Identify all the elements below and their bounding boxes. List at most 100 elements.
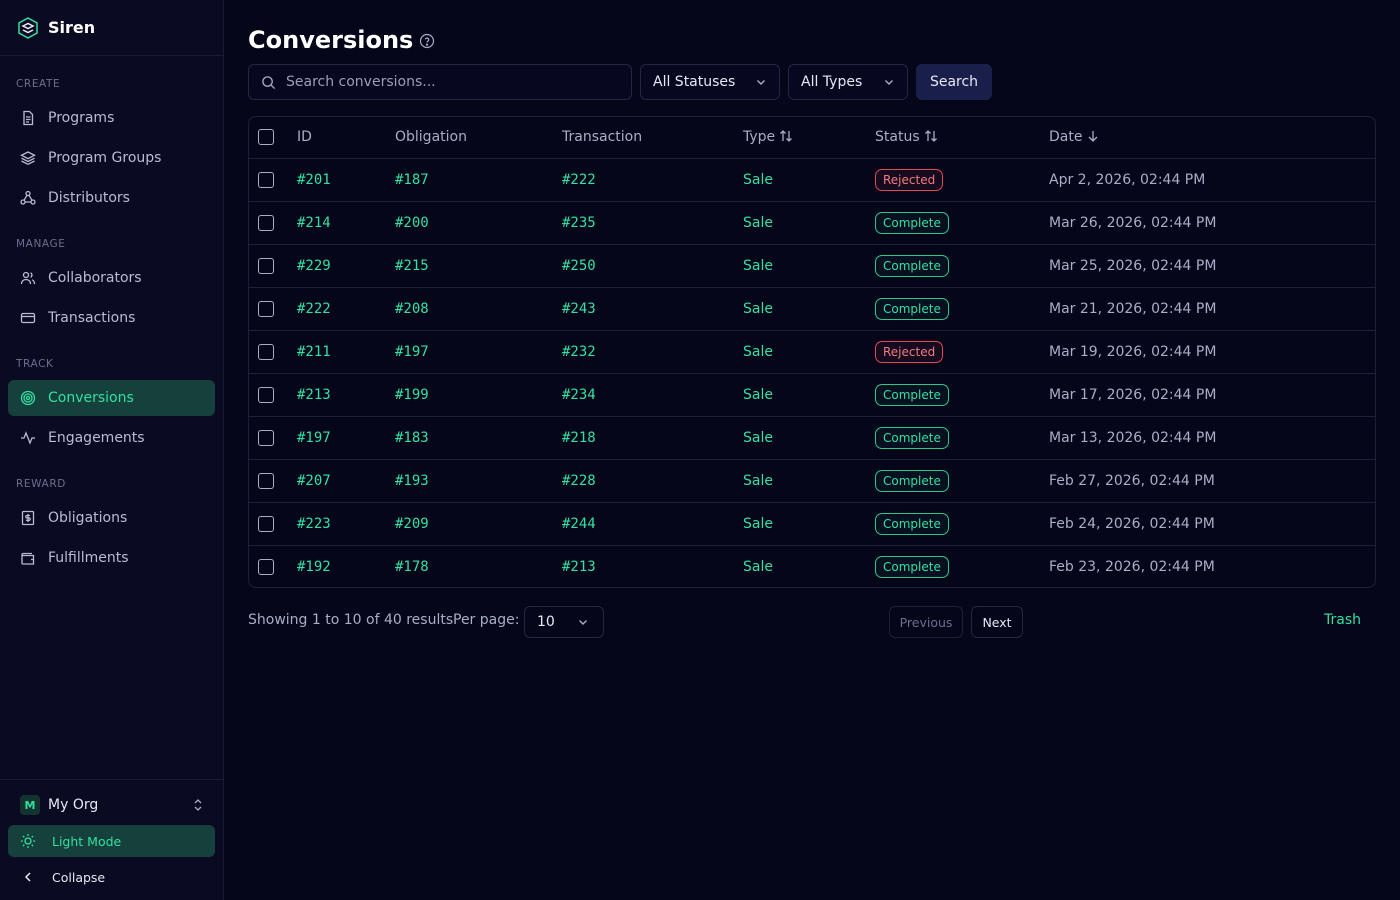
status-badge: Complete bbox=[875, 211, 949, 234]
table-header-row: ID Obligation Transaction Type Status Da… bbox=[249, 117, 1375, 158]
table-row[interactable]: #207 #193 #228 Sale Complete Feb 27, 2026, 02… bbox=[249, 459, 1375, 502]
cell-id[interactable]: #211 bbox=[297, 343, 331, 360]
sidebar-footer: M My Org Light Mode Collapse bbox=[0, 779, 223, 885]
cell-transaction[interactable]: #243 bbox=[562, 300, 596, 317]
cell-transaction[interactable]: #218 bbox=[562, 429, 596, 446]
table-row[interactable]: #223 #209 #244 Sale Complete Feb 24, 2026, 02… bbox=[249, 502, 1375, 545]
cell-transaction[interactable]: #228 bbox=[562, 472, 596, 489]
column-header-status[interactable]: Status bbox=[875, 117, 1049, 158]
sidebar-item-programs[interactable]: Programs bbox=[8, 100, 215, 136]
table-row[interactable]: #229 #215 #250 Sale Complete Mar 25, 2026, 02… bbox=[249, 244, 1375, 287]
cell-date: Mar 13, 2026, 02:44 PM bbox=[1049, 429, 1217, 446]
row-checkbox[interactable] bbox=[258, 257, 274, 274]
next-page-button[interactable]: Next bbox=[971, 606, 1023, 638]
cell-type: Sale bbox=[743, 300, 773, 317]
status-badge: Complete bbox=[875, 469, 949, 492]
cell-id[interactable]: #201 bbox=[297, 171, 331, 188]
sidebar-item-transactions[interactable]: Transactions bbox=[8, 300, 215, 336]
table-row[interactable]: #201 #187 #222 Sale Rejected Apr 2, 2026, 02:… bbox=[249, 158, 1375, 201]
cell-status: Rejected bbox=[875, 158, 1049, 201]
cell-id[interactable]: #207 bbox=[297, 472, 331, 489]
table-row[interactable]: #214 #200 #235 Sale Complete Mar 26, 2026, 02… bbox=[249, 201, 1375, 244]
sun-icon bbox=[21, 834, 35, 848]
chevron-left-icon bbox=[24, 872, 31, 882]
select-all-checkbox[interactable] bbox=[258, 129, 274, 146]
cell-id[interactable]: #222 bbox=[297, 300, 331, 317]
sidebar-item-program-groups[interactable]: Program Groups bbox=[8, 140, 215, 176]
table-row[interactable]: #213 #199 #234 Sale Complete Mar 17, 2026, 02… bbox=[249, 373, 1375, 416]
column-header-date[interactable]: Date bbox=[1049, 117, 1375, 158]
cell-obligation[interactable]: #215 bbox=[395, 257, 429, 274]
cell-obligation[interactable]: #209 bbox=[395, 515, 429, 532]
sidebar-item-conversions[interactable]: Conversions bbox=[8, 380, 215, 416]
sidebar-item-obligations[interactable]: Obligations bbox=[8, 500, 215, 536]
cell-date: Feb 23, 2026, 02:44 PM bbox=[1049, 558, 1215, 575]
help-icon[interactable] bbox=[419, 33, 435, 49]
search-field[interactable] bbox=[248, 64, 632, 100]
target-icon bbox=[20, 390, 36, 406]
cell-status: Complete bbox=[875, 545, 1049, 587]
cell-id[interactable]: #223 bbox=[297, 515, 331, 532]
sidebar-item-collaborators[interactable]: Collaborators bbox=[8, 260, 215, 296]
search-input[interactable] bbox=[286, 74, 616, 90]
sidebar-item-distributors[interactable]: Distributors bbox=[8, 180, 215, 216]
row-checkbox[interactable] bbox=[258, 386, 274, 403]
sidebar-item-fulfillments[interactable]: Fulfillments bbox=[8, 540, 215, 576]
cell-date: Mar 25, 2026, 02:44 PM bbox=[1049, 257, 1217, 274]
table-row[interactable]: #192 #178 #213 Sale Complete Feb 23, 2026, 02… bbox=[249, 545, 1375, 587]
cell-transaction[interactable]: #235 bbox=[562, 214, 596, 231]
cell-obligation[interactable]: #199 bbox=[395, 386, 429, 403]
cell-obligation[interactable]: #187 bbox=[395, 171, 429, 188]
chevron-down-icon bbox=[757, 80, 765, 85]
cell-obligation[interactable]: #197 bbox=[395, 343, 429, 360]
brand[interactable]: Siren bbox=[0, 0, 223, 56]
cell-id[interactable]: #213 bbox=[297, 386, 331, 403]
cell-date: Feb 27, 2026, 02:44 PM bbox=[1049, 472, 1215, 489]
cell-transaction[interactable]: #250 bbox=[562, 257, 596, 274]
org-switcher[interactable]: M My Org bbox=[8, 792, 215, 818]
row-checkbox[interactable] bbox=[258, 558, 274, 575]
cell-obligation[interactable]: #178 bbox=[395, 558, 429, 575]
cell-id[interactable]: #229 bbox=[297, 257, 331, 274]
column-header-transaction: Transaction bbox=[562, 129, 643, 146]
row-checkbox[interactable] bbox=[258, 429, 274, 446]
row-checkbox[interactable] bbox=[258, 472, 274, 489]
cell-id[interactable]: #214 bbox=[297, 214, 331, 231]
table-row[interactable]: #222 #208 #243 Sale Complete Mar 21, 2026, 02… bbox=[249, 287, 1375, 330]
row-checkbox[interactable] bbox=[258, 171, 274, 188]
pagination-bar: Showing 1 to 10 of 40 results Per page: … bbox=[248, 604, 1376, 638]
light-mode-toggle[interactable]: Light Mode bbox=[8, 825, 215, 857]
search-button[interactable]: Search bbox=[916, 64, 992, 100]
cell-obligation[interactable]: #200 bbox=[395, 214, 429, 231]
row-checkbox[interactable] bbox=[258, 300, 274, 317]
cell-obligation[interactable]: #193 bbox=[395, 472, 429, 489]
table-row[interactable]: #211 #197 #232 Sale Rejected Mar 19, 2026, 02… bbox=[249, 330, 1375, 373]
cell-id[interactable]: #197 bbox=[297, 429, 331, 446]
sidebar-item-engagements[interactable]: Engagements bbox=[8, 420, 215, 456]
status-filter-select[interactable]: All Statuses bbox=[640, 64, 780, 100]
row-checkbox[interactable] bbox=[258, 343, 274, 360]
cell-transaction[interactable]: #244 bbox=[562, 515, 596, 532]
chevrons-up-down-icon bbox=[194, 799, 202, 811]
status-badge: Complete bbox=[875, 512, 949, 535]
type-filter-select[interactable]: All Types bbox=[788, 64, 908, 100]
trash-link[interactable]: Trash bbox=[1324, 612, 1361, 628]
cell-transaction[interactable]: #232 bbox=[562, 343, 596, 360]
cell-transaction[interactable]: #234 bbox=[562, 386, 596, 403]
org-name: My Org bbox=[48, 797, 99, 813]
previous-page-button[interactable]: Previous bbox=[889, 606, 963, 638]
status-badge: Rejected bbox=[875, 168, 944, 191]
sidebar: Siren CREATE Programs Program Groups Dis… bbox=[0, 0, 224, 900]
table-row[interactable]: #197 #183 #218 Sale Complete Mar 13, 2026, 02… bbox=[249, 416, 1375, 459]
cell-obligation[interactable]: #208 bbox=[395, 300, 429, 317]
column-header-type[interactable]: Type bbox=[743, 117, 875, 158]
per-page-select[interactable]: 10 bbox=[524, 606, 604, 638]
row-checkbox[interactable] bbox=[258, 515, 274, 532]
cell-transaction[interactable]: #213 bbox=[562, 558, 596, 575]
cell-transaction[interactable]: #222 bbox=[562, 171, 596, 188]
collapse-button[interactable]: Collapse bbox=[8, 862, 215, 892]
cell-id[interactable]: #192 bbox=[297, 558, 331, 575]
cell-obligation[interactable]: #183 bbox=[395, 429, 429, 446]
org-avatar: M bbox=[20, 795, 40, 815]
row-checkbox[interactable] bbox=[258, 214, 274, 231]
